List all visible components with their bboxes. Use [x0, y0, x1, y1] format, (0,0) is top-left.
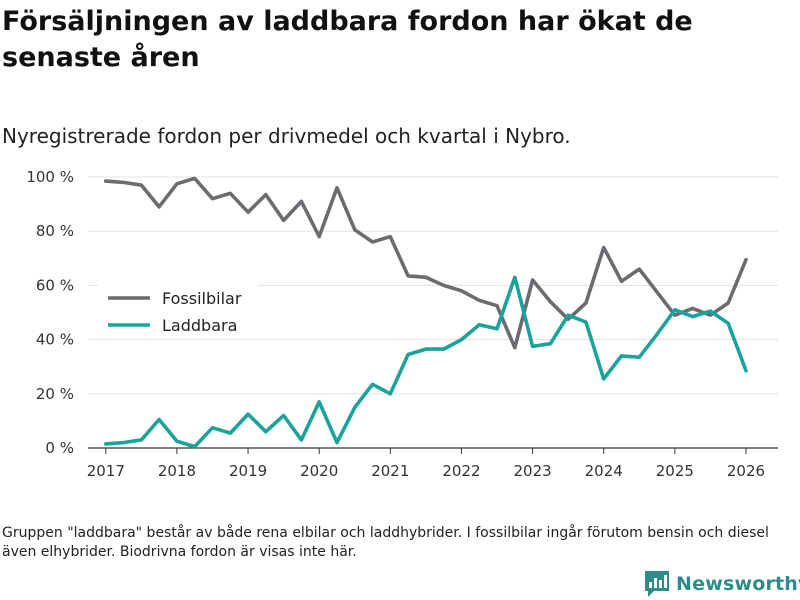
x-tick-label: 2018 [158, 462, 196, 480]
y-tick-label: 0 % [45, 439, 74, 457]
x-tick-label: 2025 [656, 462, 694, 480]
y-tick-label: 40 % [36, 331, 74, 349]
x-tick-label: 2022 [442, 462, 480, 480]
y-axis: 0 % 20 % 40 % 60 % 80 % 100 % [26, 168, 74, 457]
y-tick-label: 20 % [36, 385, 74, 403]
x-tick-label: 2026 [727, 462, 765, 480]
x-tick-label: 2021 [371, 462, 409, 480]
y-tick-label: 100 % [26, 168, 74, 186]
legend-label-laddbara: Laddbara [162, 316, 237, 335]
x-tick-label: 2017 [87, 462, 125, 480]
legend: Fossilbilar Laddbara [98, 280, 258, 338]
series-line-fossilbilar [104, 176, 748, 350]
x-tick-label: 2024 [585, 462, 623, 480]
chart-subtitle: Nyregistrerade fordon per drivmedel och … [2, 124, 571, 148]
x-axis: 2017 2018 2019 2020 2021 2022 2023 2024 2025 2026 [87, 448, 765, 480]
newsworthy-logo-icon [645, 571, 669, 597]
x-tick-label: 2023 [513, 462, 551, 480]
chart-title: Försäljningen av laddbara fordon har öka… [2, 6, 693, 73]
brand-name: Newsworthy [676, 573, 800, 595]
footnote: Gruppen "laddbara" består av både rena e… [2, 525, 769, 560]
grid-lines [88, 176, 778, 449]
x-tick-label: 2020 [300, 462, 338, 480]
y-tick-label: 60 % [36, 276, 74, 294]
brand-logo[interactable]: Newsworthy [644, 568, 800, 600]
legend-background [98, 280, 258, 338]
series-line-laddbara [104, 275, 748, 449]
series-lines [104, 176, 748, 449]
x-tick-label: 2019 [229, 462, 267, 480]
legend-label-fossilbilar: Fossilbilar [162, 289, 242, 308]
y-tick-label: 80 % [36, 222, 74, 240]
